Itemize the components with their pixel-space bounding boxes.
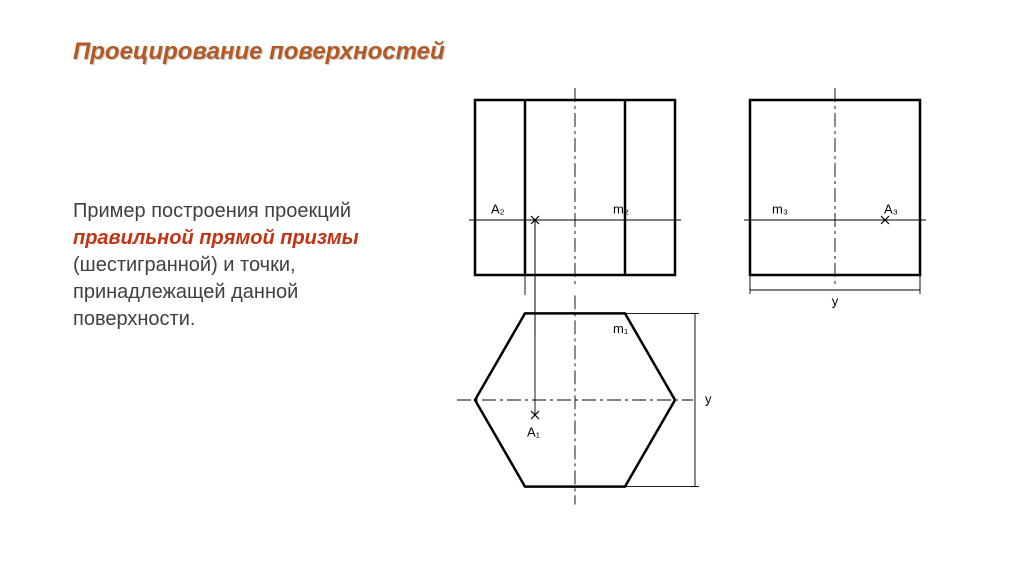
svg-text:m₁: m₁ bbox=[613, 321, 629, 336]
svg-text:m₃: m₃ bbox=[772, 201, 788, 216]
slide: Проецирование поверхностей Пример постро… bbox=[0, 0, 1024, 574]
svg-text:A₂: A₂ bbox=[491, 201, 505, 216]
svg-text:y: y bbox=[832, 293, 839, 308]
svg-text:A₃: A₃ bbox=[884, 201, 898, 216]
svg-text:y: y bbox=[705, 391, 712, 406]
svg-text:m₂: m₂ bbox=[613, 201, 629, 216]
svg-text:A₁: A₁ bbox=[527, 424, 541, 439]
projection-diagram: A₂ m₂ m₃ A₃ y A₁ m₁ y bbox=[0, 0, 1024, 574]
